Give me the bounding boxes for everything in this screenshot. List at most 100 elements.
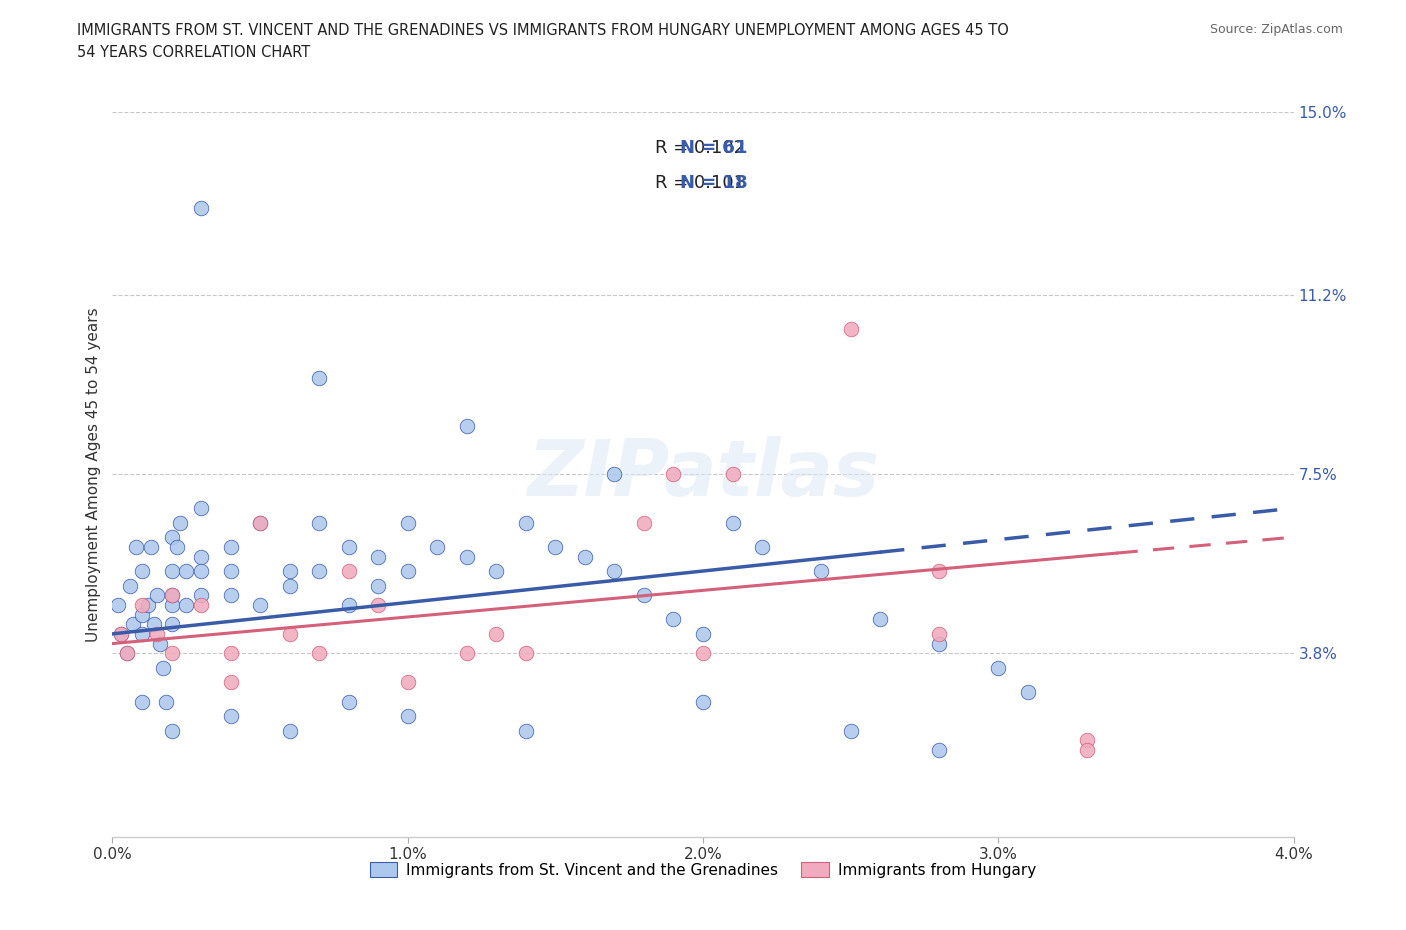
Y-axis label: Unemployment Among Ages 45 to 54 years: Unemployment Among Ages 45 to 54 years (86, 307, 101, 642)
Point (155, 694, 177, 709)
Point (107, 597, 129, 612)
Point (190, 500, 212, 515)
Point (169, 515, 191, 530)
Point (308, 564, 330, 578)
Point (367, 549, 389, 564)
Point (160, 588, 183, 603)
Point (139, 539, 162, 554)
Text: ZIPatlas: ZIPatlas (527, 436, 879, 512)
Point (456, 549, 478, 564)
Point (692, 645, 714, 660)
Point (146, 588, 169, 603)
Point (249, 515, 271, 530)
Point (869, 612, 891, 627)
Point (544, 539, 567, 554)
Point (456, 645, 478, 660)
Point (160, 564, 183, 578)
Point (160, 724, 183, 738)
Text: Source: ZipAtlas.com: Source: ZipAtlas.com (1209, 23, 1343, 36)
Point (219, 645, 242, 660)
Point (633, 588, 655, 603)
Point (308, 370, 330, 385)
Point (160, 530, 183, 545)
Point (278, 627, 301, 642)
Point (219, 588, 242, 603)
Point (160, 588, 183, 603)
Point (219, 709, 242, 724)
Point (928, 636, 950, 651)
Point (692, 694, 714, 709)
Text: 54 YEARS CORRELATION CHART: 54 YEARS CORRELATION CHART (77, 45, 311, 60)
Point (603, 467, 626, 482)
Point (131, 627, 153, 642)
Point (131, 564, 153, 578)
Point (810, 564, 832, 578)
Point (120, 578, 142, 593)
Point (110, 627, 132, 642)
Point (396, 675, 419, 690)
Point (515, 645, 537, 660)
Point (751, 539, 773, 554)
Point (396, 515, 419, 530)
Point (426, 539, 449, 554)
Point (337, 694, 360, 709)
Point (110, 627, 132, 642)
Point (131, 694, 153, 709)
Point (278, 724, 301, 738)
Point (117, 645, 138, 660)
Point (131, 597, 153, 612)
Point (515, 515, 537, 530)
Point (278, 564, 301, 578)
Point (337, 597, 360, 612)
Point (987, 660, 1010, 675)
Point (662, 467, 685, 482)
Legend: Immigrants from St. Vincent and the Grenadines, Immigrants from Hungary: Immigrants from St. Vincent and the Gren… (364, 856, 1042, 884)
Point (131, 607, 153, 622)
Point (142, 617, 165, 631)
Point (574, 549, 596, 564)
Point (1017, 684, 1039, 699)
Point (278, 578, 301, 593)
Point (928, 742, 950, 757)
Point (190, 588, 212, 603)
Point (174, 564, 197, 578)
Text: R = 0.101: R = 0.101 (655, 174, 745, 192)
Point (337, 564, 360, 578)
Point (249, 515, 271, 530)
Point (839, 724, 862, 738)
Point (190, 564, 212, 578)
Point (485, 627, 508, 642)
Point (219, 564, 242, 578)
Text: IMMIGRANTS FROM ST. VINCENT AND THE GRENADINES VS IMMIGRANTS FROM HUNGARY UNEMPL: IMMIGRANTS FROM ST. VINCENT AND THE GREN… (77, 23, 1010, 38)
Point (367, 597, 389, 612)
Point (219, 539, 242, 554)
Point (839, 322, 862, 337)
Point (117, 645, 138, 660)
Point (122, 617, 145, 631)
Point (633, 515, 655, 530)
Point (308, 515, 330, 530)
Point (166, 539, 188, 554)
Point (160, 597, 183, 612)
Point (515, 724, 537, 738)
Point (337, 539, 360, 554)
Point (190, 597, 212, 612)
Point (367, 578, 389, 593)
Point (603, 564, 626, 578)
Point (160, 617, 183, 631)
Point (721, 515, 744, 530)
Point (149, 636, 172, 651)
Point (928, 564, 950, 578)
Point (396, 709, 419, 724)
Point (146, 627, 169, 642)
Point (174, 597, 197, 612)
Point (456, 418, 478, 433)
Point (190, 201, 212, 216)
Point (1076, 733, 1098, 748)
Point (662, 612, 685, 627)
Point (160, 645, 183, 660)
Text: R = 0.102: R = 0.102 (655, 140, 745, 157)
Point (396, 564, 419, 578)
Point (928, 627, 950, 642)
Point (485, 564, 508, 578)
